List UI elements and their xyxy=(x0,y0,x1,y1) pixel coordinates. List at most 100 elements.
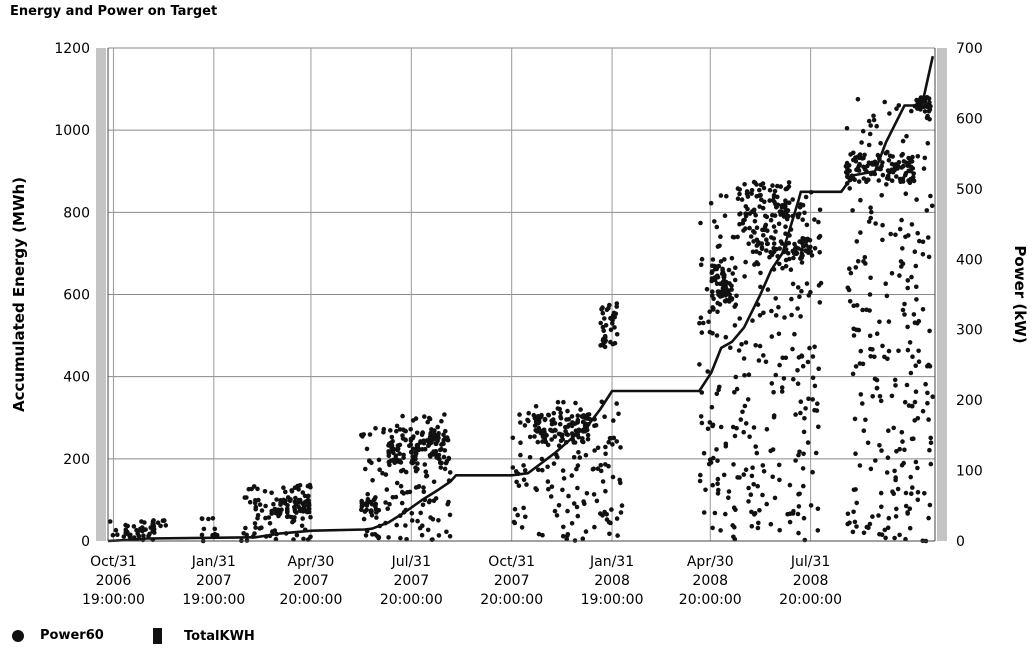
power60-point xyxy=(607,531,612,537)
power60-point xyxy=(771,415,777,420)
legend-item-power60[interactable]: Power60 xyxy=(12,628,104,643)
power60-point xyxy=(719,271,725,277)
power60-point xyxy=(748,234,754,239)
power60-point xyxy=(408,449,414,455)
power60-point xyxy=(372,497,377,502)
power60-point xyxy=(773,296,778,301)
power60-point xyxy=(425,419,431,425)
power60-point xyxy=(115,532,120,537)
power60-point xyxy=(155,520,161,525)
power60-point xyxy=(710,305,715,310)
power60-point xyxy=(847,186,852,191)
power60-point xyxy=(867,131,873,137)
power60-point xyxy=(576,434,581,440)
power60-point xyxy=(252,521,258,526)
power60-point xyxy=(552,421,558,426)
power60-point xyxy=(385,506,391,512)
power60-point xyxy=(707,309,712,315)
power60-point xyxy=(249,486,254,492)
power60-point xyxy=(395,447,401,452)
power60-point xyxy=(854,303,860,308)
power60-point xyxy=(705,426,711,432)
power60-point xyxy=(877,443,882,448)
power60-point xyxy=(732,277,738,283)
power60-point xyxy=(767,254,772,260)
power60-point xyxy=(890,489,895,495)
power60-point xyxy=(598,320,603,326)
power60-point xyxy=(610,341,616,347)
power60-point xyxy=(769,334,775,339)
y2-tick-label: 700 xyxy=(956,41,983,57)
power60-point xyxy=(895,486,901,492)
power60-point xyxy=(573,400,578,406)
power60-point xyxy=(862,254,868,260)
power60-point xyxy=(903,536,908,542)
power60-point xyxy=(751,207,757,213)
power60-point xyxy=(743,259,748,265)
power60-point xyxy=(408,427,414,432)
power60-point xyxy=(521,463,526,468)
power60-point xyxy=(367,432,373,437)
power60-point xyxy=(743,421,749,426)
power60-point xyxy=(876,178,882,183)
power60-point xyxy=(818,280,824,286)
power60-point xyxy=(436,455,441,461)
power60-point xyxy=(602,344,608,350)
power60-point xyxy=(854,524,859,529)
power60-point xyxy=(601,340,607,345)
power60-point xyxy=(566,493,571,499)
power60-point xyxy=(785,185,790,191)
power60-point xyxy=(699,330,705,335)
power60-point xyxy=(614,304,619,309)
power60-point xyxy=(909,436,915,442)
power60-point xyxy=(861,530,867,536)
power60-point xyxy=(795,511,801,517)
power60-point xyxy=(300,490,306,495)
power60-point xyxy=(544,433,549,438)
power60-point xyxy=(787,519,793,525)
power60-point xyxy=(383,500,388,505)
power60-point xyxy=(110,532,116,538)
power60-point xyxy=(759,246,765,251)
legend-label-totalkwh: TotalKWH xyxy=(184,628,255,644)
power60-point xyxy=(609,317,615,322)
power60-point xyxy=(521,477,527,483)
power60-point xyxy=(727,292,732,297)
legend-item-totalkwh[interactable]: TotalKWH xyxy=(153,628,255,644)
power60-point xyxy=(817,300,823,305)
power60-point xyxy=(800,466,806,471)
power60-point xyxy=(532,423,538,428)
power60-point xyxy=(281,485,286,491)
right-axis-bar xyxy=(937,48,947,541)
power60-point xyxy=(574,504,580,510)
power60-point xyxy=(524,482,529,487)
power60-point xyxy=(409,460,414,465)
power60-point xyxy=(580,536,586,541)
power60-point xyxy=(592,448,597,453)
power60-point xyxy=(873,458,878,463)
y-tick-label: 1200 xyxy=(54,41,90,57)
power60-point xyxy=(718,234,723,239)
power60-point xyxy=(886,319,892,324)
power60-point xyxy=(363,466,368,472)
power60-point xyxy=(730,424,736,430)
power60-point xyxy=(761,310,766,316)
power60-point xyxy=(614,332,620,337)
power60-point xyxy=(762,199,767,205)
power60-point xyxy=(815,506,821,512)
power60-point xyxy=(560,487,565,493)
power60-point xyxy=(577,455,583,460)
power60-point xyxy=(557,431,563,437)
power60-point xyxy=(163,523,169,528)
power60-point xyxy=(201,526,207,532)
power60-point xyxy=(883,535,888,541)
power60-point xyxy=(272,506,278,512)
power60-point xyxy=(770,183,775,188)
power60-point xyxy=(770,474,775,480)
power60-point xyxy=(442,466,448,472)
power60-point xyxy=(415,461,420,466)
power60-point xyxy=(734,386,740,392)
power60-point xyxy=(705,369,710,374)
power60-point xyxy=(910,485,915,490)
power60-point xyxy=(890,154,895,159)
